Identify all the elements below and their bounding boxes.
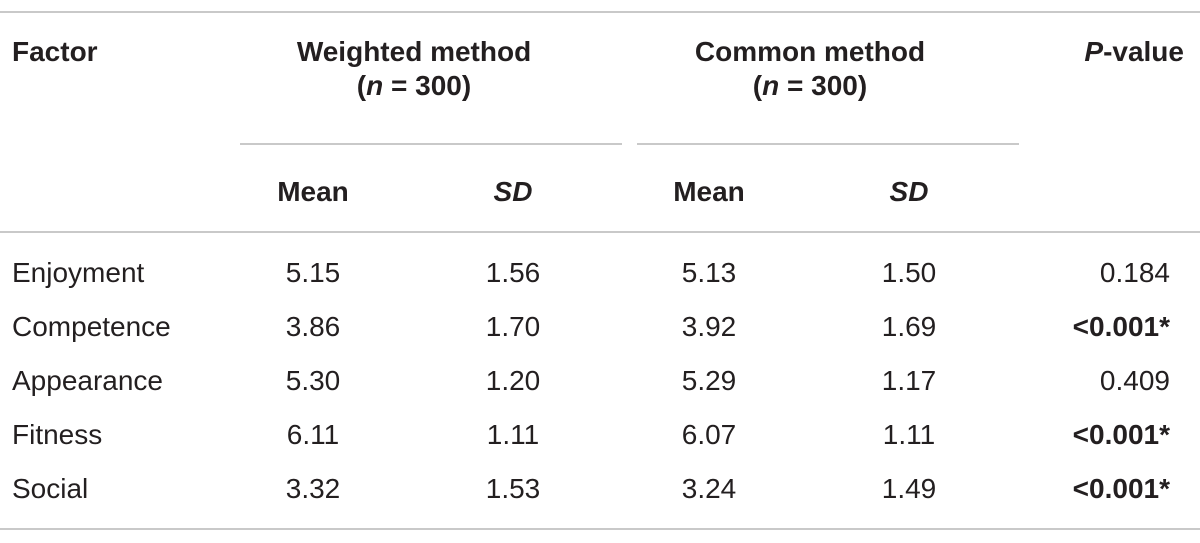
weighted-sd-cell: 1.11 bbox=[486, 419, 540, 450]
p-value-cell: 0.184 bbox=[1099, 257, 1170, 288]
header-p-rest: -value bbox=[1103, 36, 1184, 67]
common-mean-cell: 6.07 bbox=[681, 419, 737, 450]
header-common-method: Common method (n = 300) bbox=[637, 35, 983, 103]
factor-cell: Enjoyment bbox=[12, 257, 145, 288]
weighted-sd-cell: 1.56 bbox=[485, 257, 541, 288]
header-p-italic: P bbox=[1084, 36, 1104, 67]
weighted-group-rule bbox=[240, 143, 622, 145]
weighted-sd-cell: 1.70 bbox=[485, 311, 541, 342]
common-mean-cell: 5.29 bbox=[681, 365, 737, 396]
factor-cell: Competence bbox=[12, 311, 171, 342]
weighted-sd-cell: 1.20 bbox=[485, 365, 541, 396]
weighted-mean-cell: 6.11 bbox=[286, 419, 340, 450]
factor-cell: Appearance bbox=[12, 365, 164, 396]
weighted-mean-cell: 5.30 bbox=[285, 365, 341, 396]
header-common-n: (n = 300) bbox=[752, 70, 868, 101]
header-weighted-mean: Mean bbox=[277, 176, 349, 207]
header-weighted-label: Weighted method bbox=[296, 36, 532, 67]
header-p-value: P-value bbox=[1040, 35, 1184, 69]
top-rule bbox=[0, 11, 1200, 13]
header-weighted-n-symbol: n bbox=[366, 70, 384, 101]
header-weighted-method: Weighted method (n = 300) bbox=[240, 35, 588, 103]
header-common-sd: SD bbox=[889, 176, 929, 207]
common-sd-cell: 1.17 bbox=[881, 365, 937, 396]
header-rule bbox=[0, 231, 1200, 233]
weighted-mean-cell: 3.32 bbox=[285, 473, 341, 504]
common-group-rule bbox=[637, 143, 1019, 145]
header-common-n-symbol: n bbox=[762, 70, 780, 101]
p-value-cell: <0.001* bbox=[1072, 473, 1170, 504]
factor-cell: Social bbox=[12, 473, 89, 504]
header-common-mean: Mean bbox=[673, 176, 745, 207]
p-value-cell: <0.001* bbox=[1072, 419, 1170, 450]
header-common-n-value: = 300) bbox=[779, 70, 868, 101]
header-common-label: Common method bbox=[694, 36, 926, 67]
header-weighted-n-value: = 300) bbox=[383, 70, 472, 101]
p-value-cell: 0.409 bbox=[1099, 365, 1170, 396]
bottom-rule bbox=[0, 528, 1200, 530]
weighted-sd-cell: 1.53 bbox=[485, 473, 541, 504]
factor-cell: Fitness bbox=[12, 419, 103, 450]
common-mean-cell: 5.13 bbox=[681, 257, 737, 288]
common-sd-cell: 1.50 bbox=[881, 257, 937, 288]
common-sd-cell: 1.69 bbox=[881, 311, 937, 342]
header-weighted-sd: SD bbox=[493, 176, 533, 207]
weighted-mean-cell: 3.86 bbox=[285, 311, 341, 342]
common-mean-cell: 3.24 bbox=[681, 473, 737, 504]
weighted-mean-cell: 5.15 bbox=[285, 257, 341, 288]
header-weighted-n: (n = 300) bbox=[356, 70, 472, 101]
common-mean-cell: 3.92 bbox=[681, 311, 737, 342]
common-sd-cell: 1.11 bbox=[882, 419, 936, 450]
p-value-cell: <0.001* bbox=[1072, 311, 1170, 342]
header-factor: Factor bbox=[12, 36, 98, 67]
common-sd-cell: 1.49 bbox=[881, 473, 937, 504]
